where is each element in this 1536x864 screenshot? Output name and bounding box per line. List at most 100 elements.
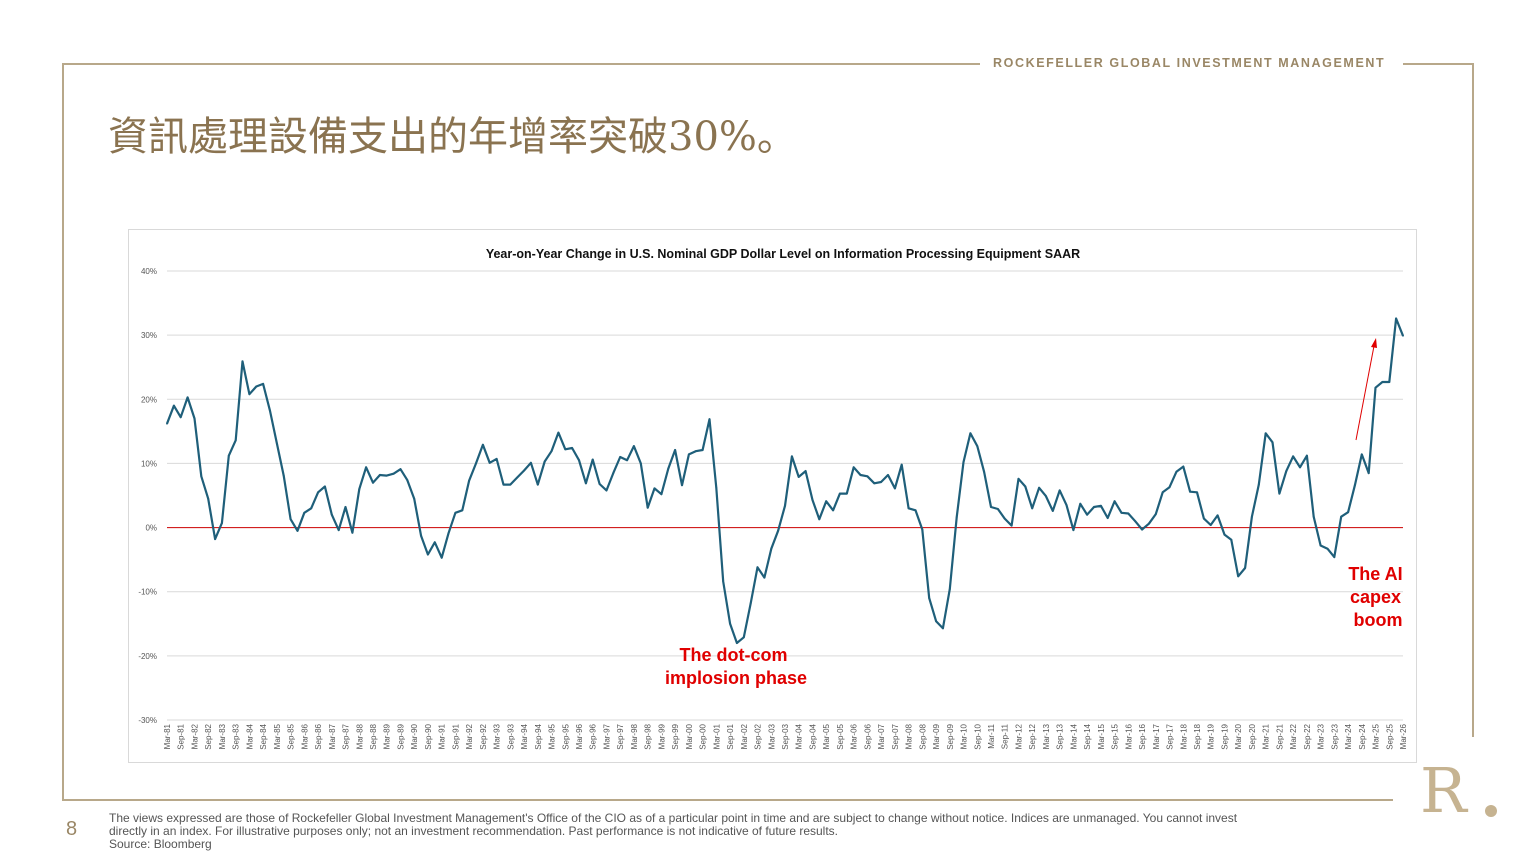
data-point: [1106, 517, 1109, 519]
x-tick-label: Sep-04: [808, 723, 817, 749]
x-tick-label: Mar-02: [740, 723, 749, 749]
x-tick-label: Sep-94: [534, 723, 543, 749]
x-tick-label: Mar-86: [300, 723, 309, 749]
data-point: [729, 622, 731, 625]
data-point: [1285, 470, 1288, 472]
data-point: [276, 442, 278, 445]
annotation-ai-line3: boom: [1354, 610, 1403, 630]
data-point: [653, 487, 656, 490]
x-tick-label: Sep-15: [1111, 723, 1120, 749]
x-tick-label: Sep-87: [342, 723, 351, 749]
x-tick-label: Mar-89: [383, 723, 392, 749]
data-point: [894, 487, 896, 490]
data-point: [1141, 528, 1143, 531]
annotation-ai-line1: The AI: [1348, 564, 1402, 584]
data-point: [1148, 522, 1150, 525]
data-point: [585, 482, 587, 485]
y-tick-label: -10%: [138, 588, 157, 597]
x-tick-label: Mar-19: [1207, 723, 1216, 749]
x-tick-label: Mar-26: [1399, 723, 1408, 749]
brand-name: ROCKEFELLER GLOBAL INVESTMENT MANAGEMENT: [993, 56, 1386, 70]
data-point: [1402, 334, 1404, 337]
x-tick-label: Mar-14: [1069, 723, 1078, 749]
data-point: [681, 484, 683, 487]
data-point: [1223, 533, 1226, 536]
y-axis-ticks: 40% 30% 20% 10% 0% -10% -20% -30%: [138, 267, 157, 725]
data-point: [880, 481, 882, 483]
x-tick-label: Sep-11: [1001, 723, 1010, 749]
disclaimer: The views expressed are those of Rockefe…: [109, 812, 1399, 851]
data-point: [372, 481, 374, 484]
data-point: [303, 511, 306, 514]
data-point: [392, 472, 395, 475]
x-tick-label: Mar-88: [355, 723, 364, 749]
data-point: [845, 492, 848, 495]
data-point: [1319, 544, 1322, 547]
data-point: [674, 449, 676, 451]
data-point: [557, 431, 560, 434]
disclaimer-line-1: The views expressed are those of Rockefe…: [109, 811, 1238, 825]
data-point: [200, 475, 203, 478]
data-point: [1017, 477, 1020, 480]
data-point: [969, 432, 972, 435]
frame-top-right-line: [1403, 63, 1474, 65]
data-point: [797, 476, 800, 478]
data-point: [1360, 453, 1363, 456]
x-tick-label: Sep-98: [644, 723, 653, 749]
y-tick-label: 40%: [141, 267, 157, 276]
source-note: Source: Bloomberg: [109, 837, 212, 851]
x-tick-label: Sep-88: [369, 723, 378, 749]
y-tick-label: -30%: [138, 716, 157, 725]
data-point: [1010, 524, 1013, 527]
x-tick-label: Mar-09: [932, 723, 941, 749]
x-tick-label: Sep-24: [1358, 723, 1367, 749]
x-tick-label: Mar-84: [245, 723, 254, 749]
x-tick-label: Sep-86: [314, 723, 323, 749]
data-point: [825, 500, 828, 503]
data-point: [1244, 567, 1246, 569]
data-point: [1367, 472, 1370, 474]
data-point: [688, 453, 690, 456]
data-point: [509, 483, 512, 486]
x-tick-label: Mar-93: [493, 723, 502, 749]
data-point: [475, 462, 477, 465]
x-tick-label: Sep-10: [973, 723, 982, 749]
data-point: [777, 529, 779, 532]
x-tick-label: Mar-85: [273, 723, 282, 749]
data-point: [1203, 517, 1205, 520]
x-tick-label: Mar-03: [767, 723, 776, 749]
data-point: [1154, 513, 1157, 515]
data-point: [1086, 513, 1088, 516]
data-point: [234, 439, 237, 442]
data-point: [241, 360, 244, 363]
data-point: [530, 461, 532, 464]
frame-bottom-line: [62, 799, 1393, 801]
data-point: [715, 486, 718, 489]
data-point: [976, 445, 979, 447]
data-point: [1065, 504, 1068, 506]
x-tick-label: Mar-83: [218, 723, 227, 749]
x-tick-label: Sep-92: [479, 723, 488, 749]
data-point: [1333, 556, 1336, 558]
data-point: [1058, 489, 1061, 492]
data-point: [1072, 529, 1075, 531]
x-tick-label: Sep-13: [1056, 723, 1065, 749]
data-point: [619, 456, 622, 458]
line-chart: Year-on-Year Change in U.S. Nominal GDP …: [138, 247, 1408, 750]
data-point: [1051, 510, 1054, 512]
data-point: [488, 461, 491, 464]
data-point: [1168, 486, 1171, 489]
data-point: [1278, 492, 1281, 495]
data-point: [166, 422, 168, 425]
x-tick-label: Mar-21: [1262, 723, 1271, 749]
data-point: [502, 483, 505, 486]
data-point: [1264, 432, 1267, 435]
x-tick-label: Mar-07: [877, 723, 886, 749]
data-point: [207, 497, 210, 500]
x-tick-label: Sep-05: [836, 723, 845, 749]
data-point: [571, 447, 573, 449]
data-point: [1271, 441, 1274, 444]
x-tick-label: Sep-84: [259, 723, 268, 749]
series-line: [165, 317, 1405, 645]
data-point: [482, 443, 484, 446]
